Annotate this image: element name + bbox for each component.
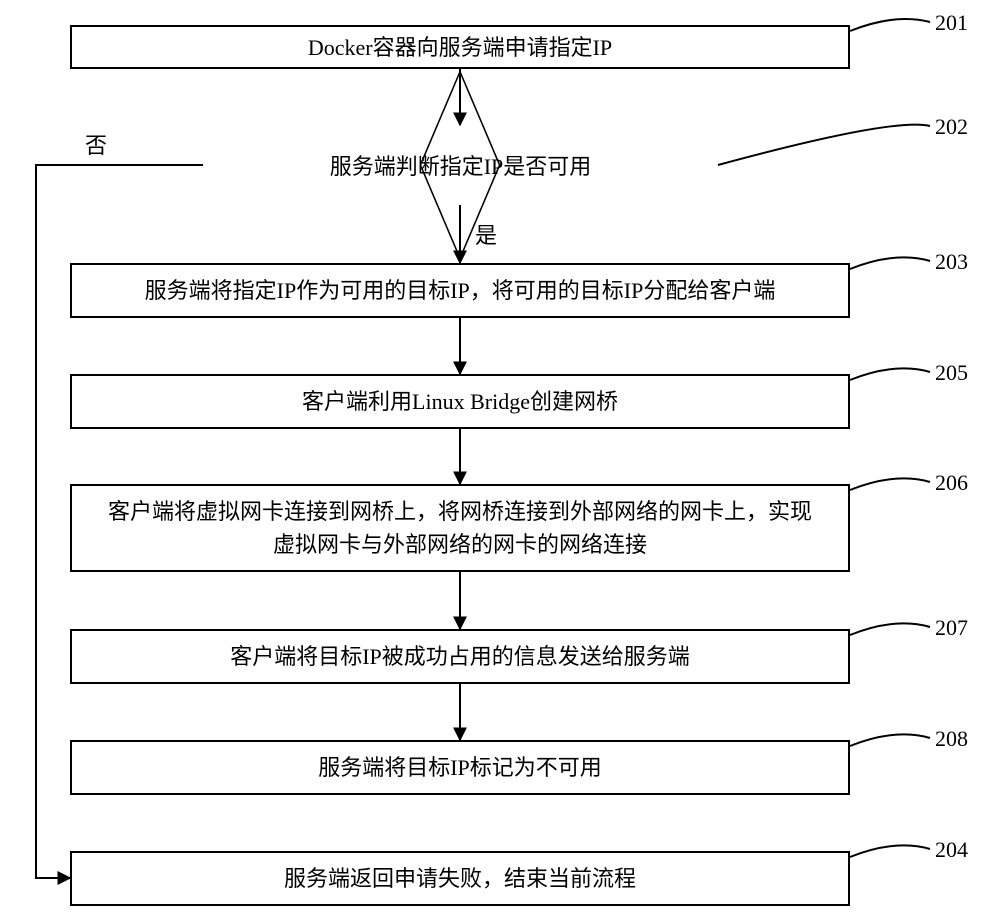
ref-208: 208	[935, 726, 968, 752]
step-205: 客户端利用Linux Bridge创建网桥	[70, 374, 850, 429]
ref-201: 201	[935, 10, 968, 36]
step-203-label: 服务端将指定IP作为可用的目标IP，将可用的目标IP分配给客户端	[145, 274, 776, 307]
step-206-label: 客户端将虚拟网卡连接到网桥上，将网桥连接到外部网络的网卡上，实现虚拟网卡与外部网…	[102, 495, 818, 561]
step-204-label: 服务端返回申请失败，结束当前流程	[284, 862, 636, 895]
step-203: 服务端将指定IP作为可用的目标IP，将可用的目标IP分配给客户端	[70, 263, 850, 318]
step-208: 服务端将目标IP标记为不可用	[70, 740, 850, 795]
ref-202: 202	[935, 114, 968, 140]
ref-203: 203	[935, 249, 968, 275]
step-208-label: 服务端将目标IP标记为不可用	[318, 751, 602, 784]
step-204: 服务端返回申请失败，结束当前流程	[70, 851, 850, 906]
step-201: Docker容器向服务端申请指定IP	[70, 25, 850, 69]
step-206: 客户端将虚拟网卡连接到网桥上，将网桥连接到外部网络的网卡上，实现虚拟网卡与外部网…	[70, 484, 850, 572]
ref-205: 205	[935, 360, 968, 386]
no-label: 否	[85, 128, 107, 160]
step-205-label: 客户端利用Linux Bridge创建网桥	[302, 385, 618, 418]
ref-207: 207	[935, 615, 968, 641]
step-201-label: Docker容器向服务端申请指定IP	[308, 31, 612, 64]
step-207-label: 客户端将目标IP被成功占用的信息发送给服务端	[230, 640, 690, 673]
step-207: 客户端将目标IP被成功占用的信息发送给服务端	[70, 629, 850, 684]
yes-label: 是	[475, 218, 497, 250]
ref-204: 204	[935, 837, 968, 863]
ref-206: 206	[935, 470, 968, 496]
